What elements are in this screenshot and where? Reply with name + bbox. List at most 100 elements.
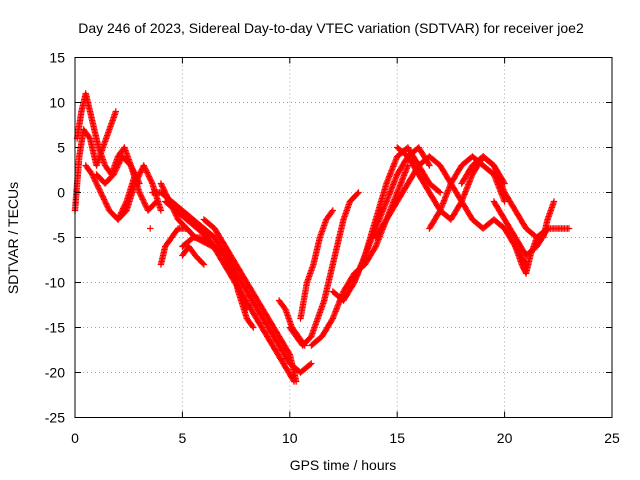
x-tick-label: 20: [497, 430, 513, 446]
data-point: [104, 204, 112, 211]
series-track-18: [308, 162, 412, 349]
data-point: [320, 223, 327, 231]
data-point: [115, 161, 122, 168]
y-tick-label: 10: [49, 95, 65, 111]
series-track-25: [490, 198, 551, 259]
y-tick-label: -15: [45, 320, 65, 336]
series-track-21: [372, 153, 530, 268]
x-tick-label: 15: [389, 430, 405, 446]
x-tick-label: 25: [604, 430, 620, 446]
data-point: [132, 178, 139, 186]
data-point: [328, 208, 335, 215]
data-point: [548, 205, 555, 213]
data-point: [516, 255, 523, 262]
data-point: [565, 225, 573, 232]
x-tick-label: 10: [282, 430, 298, 446]
x-tick-label: 0: [71, 430, 79, 446]
data-point: [157, 207, 165, 214]
data-point: [161, 187, 168, 194]
y-tick-label: -5: [53, 230, 66, 246]
data-point: [164, 194, 171, 201]
data-point: [308, 360, 315, 367]
data-point: [95, 185, 102, 192]
data-point: [355, 189, 362, 196]
data-point: [100, 194, 107, 202]
data-series: [71, 90, 573, 385]
data-point: [162, 190, 169, 197]
data-point: [437, 189, 444, 196]
y-tick-label: -10: [45, 275, 65, 291]
data-point: [141, 163, 148, 171]
data-point: [188, 235, 196, 242]
chart-title: Day 246 of 2023, Sidereal Day-to-day VTE…: [78, 20, 584, 36]
data-point: [530, 241, 538, 249]
data-point: [144, 170, 151, 177]
data-point: [98, 190, 105, 198]
data-point: [110, 171, 117, 178]
data-point: [139, 196, 146, 203]
data-point: [112, 108, 119, 115]
data-point: [283, 310, 291, 318]
data-point: [320, 298, 327, 306]
data-point: [199, 260, 206, 267]
data-point: [285, 350, 293, 357]
data-point: [435, 188, 443, 195]
data-point: [93, 181, 100, 188]
data-point: [101, 197, 108, 204]
data-point: [102, 199, 109, 206]
data-point: [305, 273, 313, 280]
data-point: [143, 169, 151, 176]
y-tick-label: 15: [49, 50, 65, 66]
data-point: [293, 378, 300, 385]
y-tick-label: 0: [57, 185, 65, 201]
data-point: [550, 198, 558, 205]
data-point: [250, 324, 257, 331]
data-point: [142, 203, 150, 210]
data-point: [85, 134, 93, 141]
data-point: [281, 305, 288, 312]
data-point: [147, 225, 154, 232]
data-point: [147, 176, 154, 183]
data-point: [147, 177, 155, 184]
data-point: [426, 162, 433, 169]
data-point: [329, 207, 336, 214]
series-track-26: [512, 198, 558, 277]
data-point: [306, 361, 314, 368]
series-track-20: [351, 144, 433, 286]
data-point: [114, 163, 121, 170]
data-point: [92, 179, 100, 186]
data-point: [501, 198, 508, 205]
y-tick-label: 5: [57, 140, 65, 156]
x-axis-ticks: 0 5 10 15 20 25: [71, 57, 620, 446]
series-track-12: [179, 243, 208, 268]
series-track-9: [157, 225, 190, 268]
data-point: [136, 189, 143, 196]
data-point: [135, 172, 143, 179]
x-axis-label: GPS time / hours: [290, 457, 397, 473]
series-track-14: [222, 243, 257, 331]
series-track-6: [147, 225, 154, 232]
series-track-16: [286, 189, 362, 349]
y-axis-ticks: -25 -20 -15 -10 -5 0 5 10 15: [45, 50, 612, 426]
data-point: [157, 180, 165, 187]
data-point: [183, 225, 190, 232]
series-track-11: [179, 234, 315, 376]
data-point: [104, 132, 111, 139]
data-point: [96, 187, 104, 195]
data-point: [136, 190, 144, 198]
data-point: [312, 319, 320, 327]
series-track-17: [297, 207, 336, 322]
series-track-24: [458, 153, 573, 241]
y-tick-label: -20: [45, 365, 65, 381]
data-point: [140, 162, 147, 169]
data-point: [425, 161, 432, 168]
data-point: [140, 197, 147, 204]
data-point: [354, 190, 361, 197]
data-point: [131, 180, 139, 187]
data-point: [113, 165, 120, 173]
y-axis-label: SDTVAR / TECUs: [5, 182, 21, 294]
data-point: [111, 111, 118, 118]
y-tick-label: -25: [45, 410, 65, 426]
data-point: [135, 173, 142, 180]
